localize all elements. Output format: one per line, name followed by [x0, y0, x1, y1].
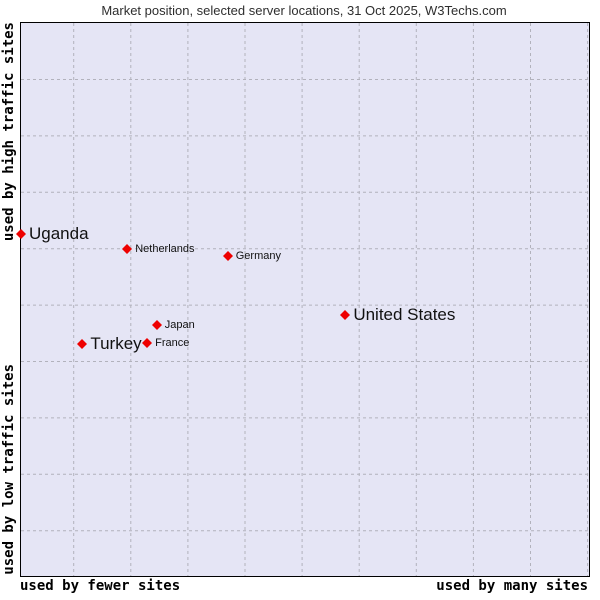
x-axis-label-fewer-sites: used by fewer sites — [20, 578, 181, 594]
scatter-marker-icon — [340, 309, 351, 320]
scatter-marker-icon — [142, 338, 153, 349]
data-point-netherlands: Netherlands — [122, 243, 195, 256]
data-point-france: France — [142, 337, 190, 350]
data-point-united-states: United States — [340, 305, 455, 324]
data-point-label: France — [155, 337, 190, 350]
chart-title: Market position, selected server locatio… — [101, 3, 507, 18]
data-point-label: Uganda — [29, 224, 89, 244]
data-point-japan: Japan — [151, 318, 195, 331]
y-axis-label-high-traffic: used by high traffic sites — [1, 22, 17, 242]
data-point-label: Turkey — [90, 333, 142, 353]
data-point-germany: Germany — [222, 250, 281, 263]
scatter-marker-icon — [222, 251, 233, 262]
data-point-label: United States — [353, 304, 456, 324]
scatter-marker-icon — [122, 244, 133, 255]
x-axis-label-many-sites: used by many sites — [436, 578, 588, 594]
gridlines — [21, 23, 589, 576]
scatter-marker-icon — [151, 319, 162, 330]
plot-area: Uganda Netherlands Germany United States Jap… — [16, 22, 590, 577]
data-point-label: Germany — [235, 250, 281, 263]
y-axis-label-low-traffic: used by low traffic sites — [1, 364, 17, 575]
scatter-marker-icon — [77, 338, 88, 349]
data-point-uganda: Uganda — [16, 224, 89, 243]
data-point-turkey: Turkey — [77, 334, 142, 353]
data-point-label: Japan — [164, 318, 195, 331]
data-point-label: Netherlands — [135, 243, 195, 256]
scatter-marker-icon — [16, 229, 26, 240]
